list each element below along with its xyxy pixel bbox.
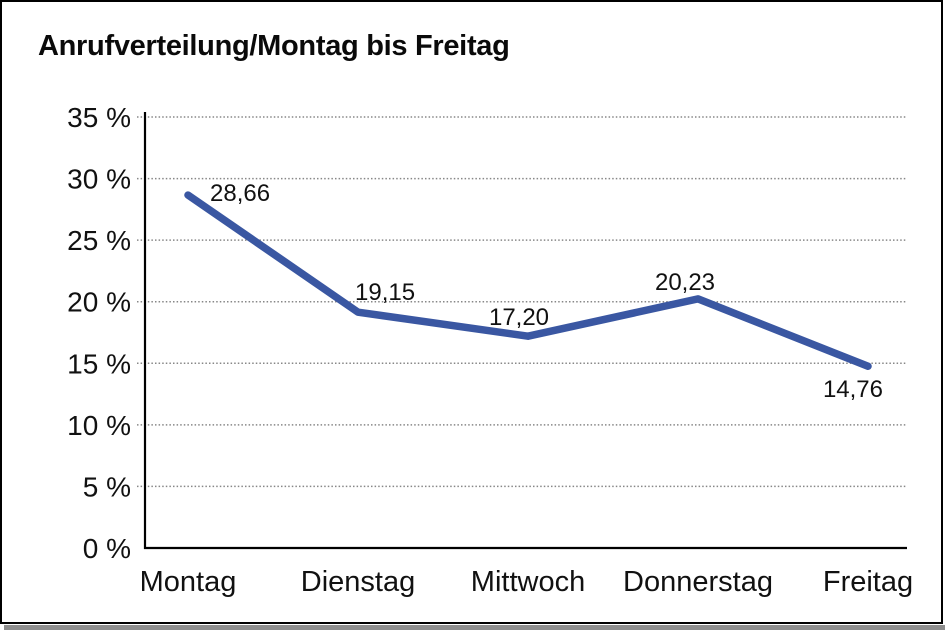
y-tick-label: 0 % xyxy=(83,533,131,564)
x-axis-label: Dienstag xyxy=(301,566,415,598)
x-axis-label: Mittwoch xyxy=(471,566,585,598)
y-tick-label: 30 % xyxy=(67,164,131,195)
y-tick-label: 10 % xyxy=(67,410,131,441)
data-label: 28,66 xyxy=(210,180,270,207)
y-tick-label: 5 % xyxy=(83,471,131,502)
y-tick-label: 20 % xyxy=(67,287,131,318)
x-axis-label: Donnerstag xyxy=(623,566,773,598)
data-label: 19,15 xyxy=(355,279,415,306)
frame-bottom-shadow xyxy=(4,625,945,630)
data-label: 20,23 xyxy=(655,269,715,296)
x-axis-label: Montag xyxy=(140,566,237,598)
chart-title: Anrufverteilung/Montag bis Freitag xyxy=(38,30,510,62)
y-tick-label: 35 % xyxy=(67,102,131,133)
series-line xyxy=(184,191,872,370)
data-label: 17,20 xyxy=(489,304,549,331)
x-axis-label: Freitag xyxy=(823,566,913,598)
data-label: 14,76 xyxy=(823,376,883,403)
y-tick-label: 25 % xyxy=(67,225,131,256)
y-tick-label: 15 % xyxy=(67,348,131,379)
